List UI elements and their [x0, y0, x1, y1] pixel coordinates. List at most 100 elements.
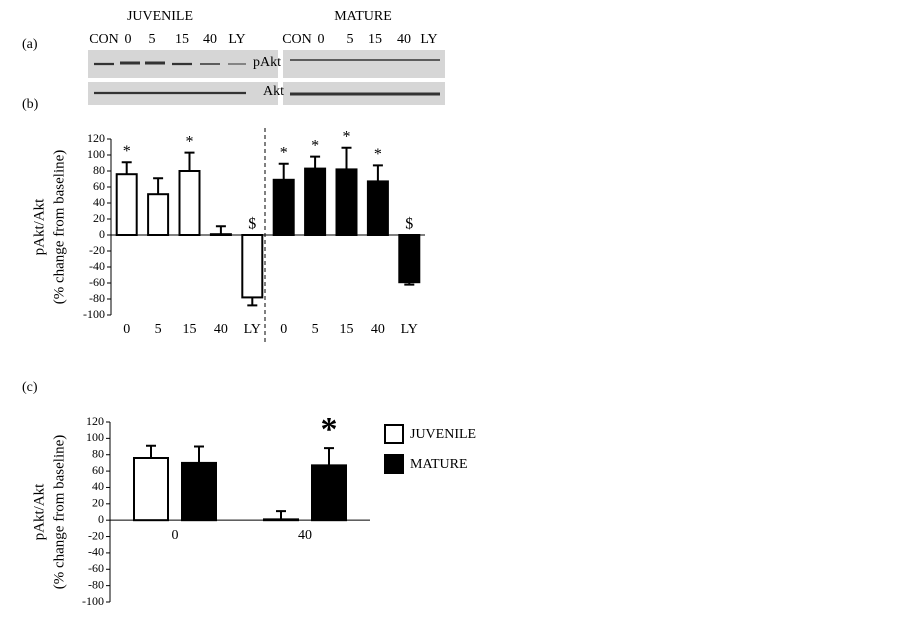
bar: [366, 180, 389, 236]
error-bar: [341, 146, 352, 170]
x-tick-label: LY: [244, 322, 261, 337]
y-tick-label: -60: [88, 561, 104, 575]
significance-marker: $: [248, 216, 256, 233]
legend-label: MATURE: [410, 457, 468, 472]
y-tick-label: 60: [92, 463, 104, 477]
y-tick-label: -80: [88, 577, 104, 591]
lane-label: 40: [397, 32, 411, 47]
lane-label: LY: [420, 32, 437, 47]
error-bar: [324, 447, 334, 466]
y-tick-label: 20: [93, 211, 105, 225]
bar: [181, 461, 217, 522]
blot-row-label: Akt: [263, 84, 284, 99]
x-tick-label: 40: [214, 322, 228, 337]
lane-label: 40: [203, 32, 217, 47]
x-tick-label: 5: [312, 322, 319, 337]
panel-label: (c): [22, 380, 38, 395]
error-bar: [121, 161, 132, 175]
bar: [272, 178, 295, 237]
error-bar: [404, 282, 415, 286]
x-tick-label: 0: [172, 528, 179, 543]
y-tick-label: 80: [92, 446, 104, 460]
lane-label: 0: [318, 32, 325, 47]
significance-marker: $: [405, 216, 413, 233]
y-tick-label: -40: [89, 259, 105, 273]
y-axis-label: (% change from baseline): [51, 150, 67, 305]
error-bar: [153, 177, 164, 195]
bar: [147, 193, 170, 236]
blots: [88, 50, 445, 105]
bar: [398, 234, 421, 284]
y-axis-label: pAkt/Akt: [31, 483, 47, 541]
significance-marker: *: [343, 128, 351, 145]
y-tick-label: 100: [87, 147, 105, 161]
y-tick-label: -40: [88, 545, 104, 559]
bar: [241, 234, 264, 299]
blot-title: MATURE: [334, 9, 392, 24]
x-tick-label: 0: [123, 322, 130, 337]
error-bar: [310, 155, 321, 169]
lane-label: 5: [149, 32, 156, 47]
y-tick-label: -80: [89, 291, 105, 305]
y-tick-label: 40: [92, 479, 104, 493]
bar: [178, 170, 201, 236]
bar: [311, 464, 347, 522]
y-tick-label: -100: [82, 594, 104, 608]
error-bar: [276, 510, 286, 520]
y-tick-label: 100: [86, 430, 104, 444]
error-bar: [146, 444, 156, 458]
lane-label: CON: [282, 32, 312, 47]
y-axis-label: pAkt/Akt: [31, 198, 47, 256]
x-tick-label: 40: [298, 528, 312, 543]
error-bar: [194, 445, 204, 463]
x-tick-label: LY: [401, 322, 418, 337]
y-tick-label: 20: [92, 496, 104, 510]
bar: [133, 457, 169, 522]
blot: [283, 50, 445, 78]
y-tick-label: -60: [89, 275, 105, 289]
lane-label: LY: [228, 32, 245, 47]
significance-marker: *: [311, 137, 319, 154]
lane-label: CON: [89, 32, 119, 47]
significance-marker: *: [374, 146, 382, 163]
x-tick-label: 5: [155, 322, 162, 337]
y-axis-label: (% change from baseline): [51, 435, 67, 590]
error-bar: [215, 225, 226, 235]
y-tick-label: 40: [93, 195, 105, 209]
blot-title: JUVENILE: [127, 9, 193, 24]
legend-label: JUVENILE: [410, 427, 476, 442]
bar: [263, 518, 299, 522]
error-bar: [247, 297, 258, 307]
bar: [304, 167, 327, 237]
error-bar: [278, 162, 289, 180]
y-tick-label: -20: [89, 243, 105, 257]
significance-marker: *: [321, 411, 338, 448]
x-tick-label: 15: [183, 322, 197, 337]
y-tick-label: 120: [87, 131, 105, 145]
y-tick-label: 80: [93, 163, 105, 177]
bar: [335, 168, 358, 236]
lane-label: 15: [175, 32, 189, 47]
error-bar: [184, 151, 195, 171]
y-tick-label: 0: [98, 512, 104, 526]
x-tick-label: 0: [280, 322, 287, 337]
legend-swatch: [384, 424, 404, 444]
significance-marker: *: [280, 144, 288, 161]
y-tick-label: -100: [83, 307, 105, 321]
error-bar: [372, 164, 383, 182]
panel-label: (a): [22, 37, 38, 52]
y-tick-label: 60: [93, 179, 105, 193]
significance-marker: *: [186, 133, 194, 150]
y-tick-label: 0: [99, 227, 105, 241]
significance-marker: *: [123, 143, 131, 160]
lane-label: 15: [368, 32, 382, 47]
bar: [209, 233, 232, 236]
legend-swatch: [384, 454, 404, 474]
lane-label: 5: [347, 32, 354, 47]
y-tick-label: 120: [86, 414, 104, 428]
x-tick-label: 40: [371, 322, 385, 337]
x-tick-label: 15: [340, 322, 354, 337]
lane-label: 0: [125, 32, 132, 47]
y-tick-label: -20: [88, 528, 104, 542]
